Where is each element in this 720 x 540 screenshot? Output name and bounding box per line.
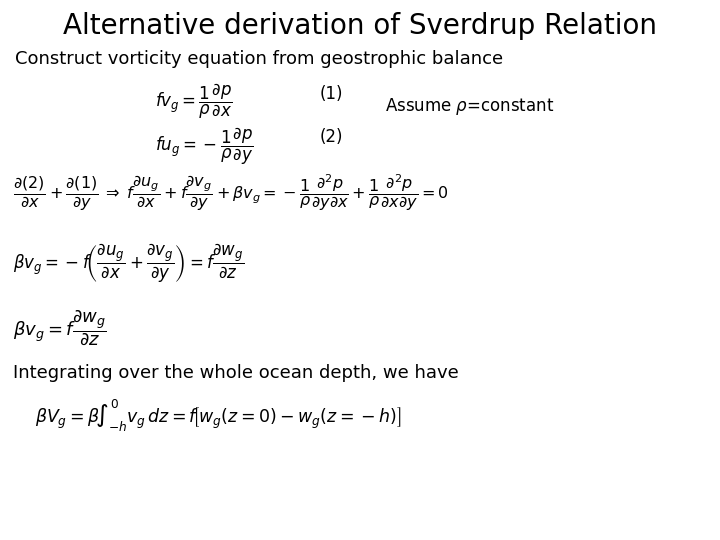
Text: $\dfrac{\partial(2)}{\partial x}+\dfrac{\partial(1)}{\partial y}$$\;\Rightarrow\: $\dfrac{\partial(2)}{\partial x}+\dfrac{… [13, 172, 449, 213]
Text: $\beta V_g = \beta\!\int_{-h}^{0} v_g\, dz = f\!\left[w_g(z=0) - w_g(z=-h)\right: $\beta V_g = \beta\!\int_{-h}^{0} v_g\, … [35, 398, 402, 434]
Text: $fv_g = \dfrac{1}{\rho}\dfrac{\partial p}{\partial x}$: $fv_g = \dfrac{1}{\rho}\dfrac{\partial p… [155, 82, 233, 121]
Text: Construct vorticity equation from geostrophic balance: Construct vorticity equation from geostr… [15, 50, 503, 68]
Text: $\beta v_g = f\dfrac{\partial w_g}{\partial z}$: $\beta v_g = f\dfrac{\partial w_g}{\part… [13, 308, 107, 347]
Text: $\beta v_g = -f\!\left(\dfrac{\partial u_g}{\partial x}+\dfrac{\partial v_g}{\pa: $\beta v_g = -f\!\left(\dfrac{\partial u… [13, 242, 244, 285]
Text: $fu_g = -\dfrac{1}{\rho}\dfrac{\partial p}{\partial y}$: $fu_g = -\dfrac{1}{\rho}\dfrac{\partial … [155, 126, 254, 167]
Text: Assume $\rho$=constant: Assume $\rho$=constant [385, 96, 554, 117]
Text: (2): (2) [320, 128, 343, 146]
Text: (1): (1) [320, 85, 343, 103]
Text: Integrating over the whole ocean depth, we have: Integrating over the whole ocean depth, … [13, 364, 459, 382]
Text: Alternative derivation of Sverdrup Relation: Alternative derivation of Sverdrup Relat… [63, 12, 657, 40]
